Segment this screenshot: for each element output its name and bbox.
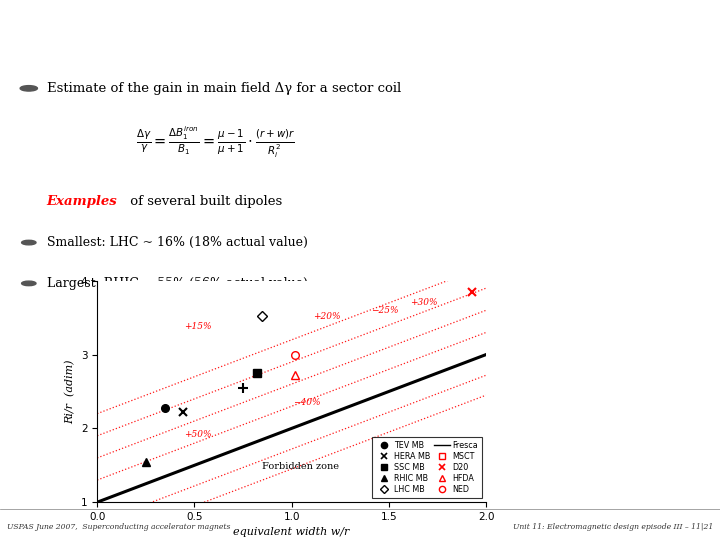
Text: 3. IRON YOKE – IMAGE METHOD: 3. IRON YOKE – IMAGE METHOD: [188, 32, 532, 51]
Text: +30%: +30%: [410, 299, 438, 307]
Text: $\frac{\Delta\gamma}{\gamma} = \frac{\Delta B_1^{iron}}{B_1} = \frac{\mu-1}{\mu+: $\frac{\Delta\gamma}{\gamma} = \frac{\De…: [136, 125, 296, 160]
Y-axis label: Ri/r  (adim): Ri/r (adim): [65, 359, 76, 424]
Text: Forbidden zone: Forbidden zone: [263, 462, 339, 471]
Circle shape: [22, 240, 36, 245]
X-axis label: equivalent width w/r: equivalent width w/r: [233, 528, 350, 537]
Circle shape: [20, 86, 37, 91]
Text: Smallest: LHC ~ 16% (18% actual value): Smallest: LHC ~ 16% (18% actual value): [47, 236, 307, 249]
Text: Unit 11: Electromagnetic design episode III – 11|21: Unit 11: Electromagnetic design episode …: [513, 523, 713, 531]
Text: USPAS June 2007,  Superconducting accelerator magnets: USPAS June 2007, Superconducting acceler…: [7, 523, 230, 531]
Text: Estimate of the gain in main field Δγ for a sector coil: Estimate of the gain in main field Δγ fo…: [47, 82, 401, 95]
Text: −40%: −40%: [294, 398, 321, 407]
Text: Examples: Examples: [47, 195, 117, 208]
Legend: TEV MB, HERA MB, SSC MB, RHIC MB, LHC MB, Fresca, MSCT, D20, HFDA, NED: TEV MB, HERA MB, SSC MB, RHIC MB, LHC MB…: [372, 437, 482, 498]
Text: +50%: +50%: [184, 430, 212, 439]
Text: Largest: RHIC ~ 55% (56% actual value): Largest: RHIC ~ 55% (56% actual value): [47, 277, 307, 290]
Text: +20%: +20%: [313, 312, 341, 321]
Circle shape: [22, 281, 36, 286]
Text: +15%: +15%: [184, 322, 212, 331]
Text: of several built dipoles: of several built dipoles: [126, 195, 282, 208]
Text: −25%: −25%: [372, 306, 399, 315]
